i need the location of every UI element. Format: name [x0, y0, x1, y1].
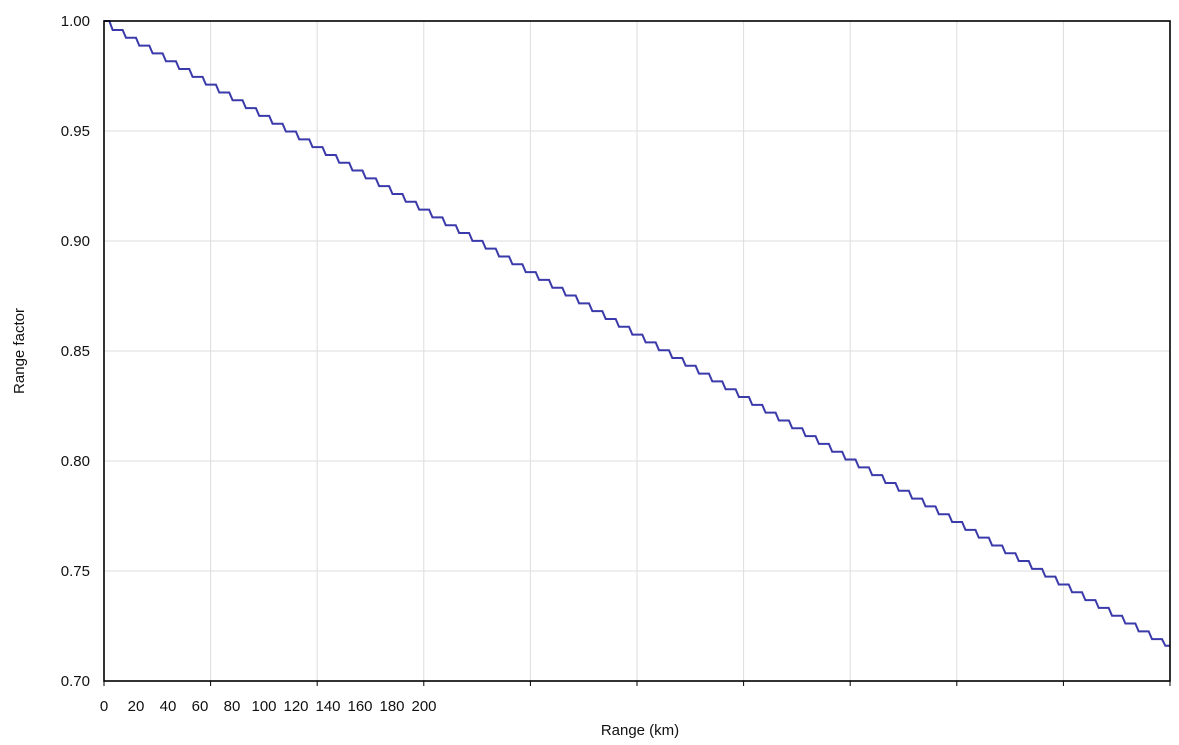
y-tick-label: 0.75	[61, 563, 90, 580]
y-tick-label: 1.00	[61, 13, 90, 30]
x-tick-label: 200	[411, 698, 436, 715]
y-tick-label: 0.95	[61, 123, 90, 140]
x-tick-label: 80	[224, 698, 241, 715]
x-tick-label: 40	[160, 698, 177, 715]
x-tick-label: 120	[283, 698, 308, 715]
range-factor-series-line	[104, 20, 1170, 647]
y-axis-label: Range factor	[11, 308, 28, 394]
x-axis: 0 20 40 60 80 100 120 140 160 180 200	[100, 681, 1171, 715]
y-tick-label: 0.80	[61, 453, 90, 470]
y-tick-label: 0.85	[61, 343, 90, 360]
x-tick-label: 0	[100, 698, 108, 715]
y-axis: 0.70 0.75 0.80 0.85 0.90 0.95 1.00	[61, 13, 90, 690]
x-tick-label: 100	[251, 698, 276, 715]
y-tick-label: 0.70	[61, 673, 90, 690]
x-tick-label: 180	[379, 698, 404, 715]
x-tick-label: 160	[347, 698, 372, 715]
grid	[104, 21, 1170, 681]
x-axis-label: Range (km)	[601, 722, 679, 739]
series-layer	[104, 20, 1170, 647]
x-tick-label: 20	[128, 698, 145, 715]
x-tick-label: 60	[192, 698, 209, 715]
x-tick-label: 140	[315, 698, 340, 715]
y-tick-label: 0.90	[61, 233, 90, 250]
